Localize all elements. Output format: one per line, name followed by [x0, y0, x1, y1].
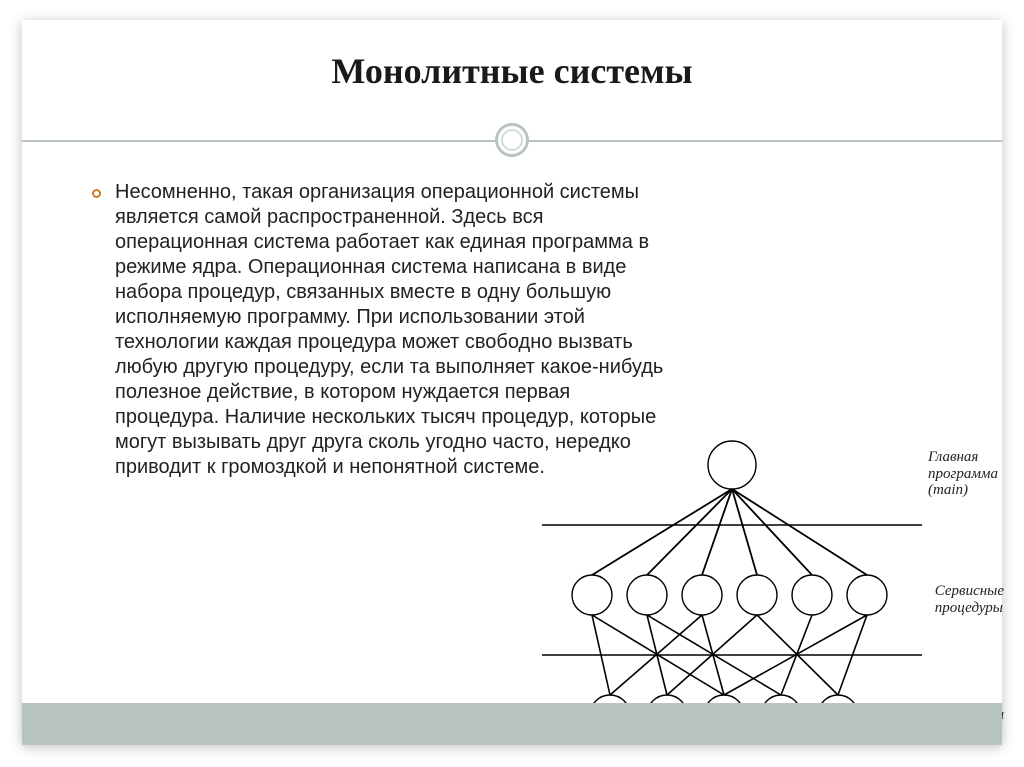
body-area: Несомненно, такая организация операционн… — [22, 160, 1002, 480]
divider-ring-icon — [495, 123, 529, 157]
divider — [22, 120, 1002, 160]
monolith-diagram: Главнаяпрограмма(main) Сервисныепроцедур… — [542, 435, 1002, 745]
diagram-label-services: Сервисныепроцедуры — [935, 583, 1004, 616]
title-area: Монолитные системы — [22, 20, 1002, 112]
diagram-label-main: Главнаяпрограмма(main) — [928, 449, 998, 499]
slide-title: Монолитные системы — [22, 50, 1002, 92]
slide: Монолитные системы Несомненно, такая орг… — [22, 20, 1002, 745]
footer-band — [22, 703, 1002, 745]
bullet-icon — [92, 189, 101, 198]
